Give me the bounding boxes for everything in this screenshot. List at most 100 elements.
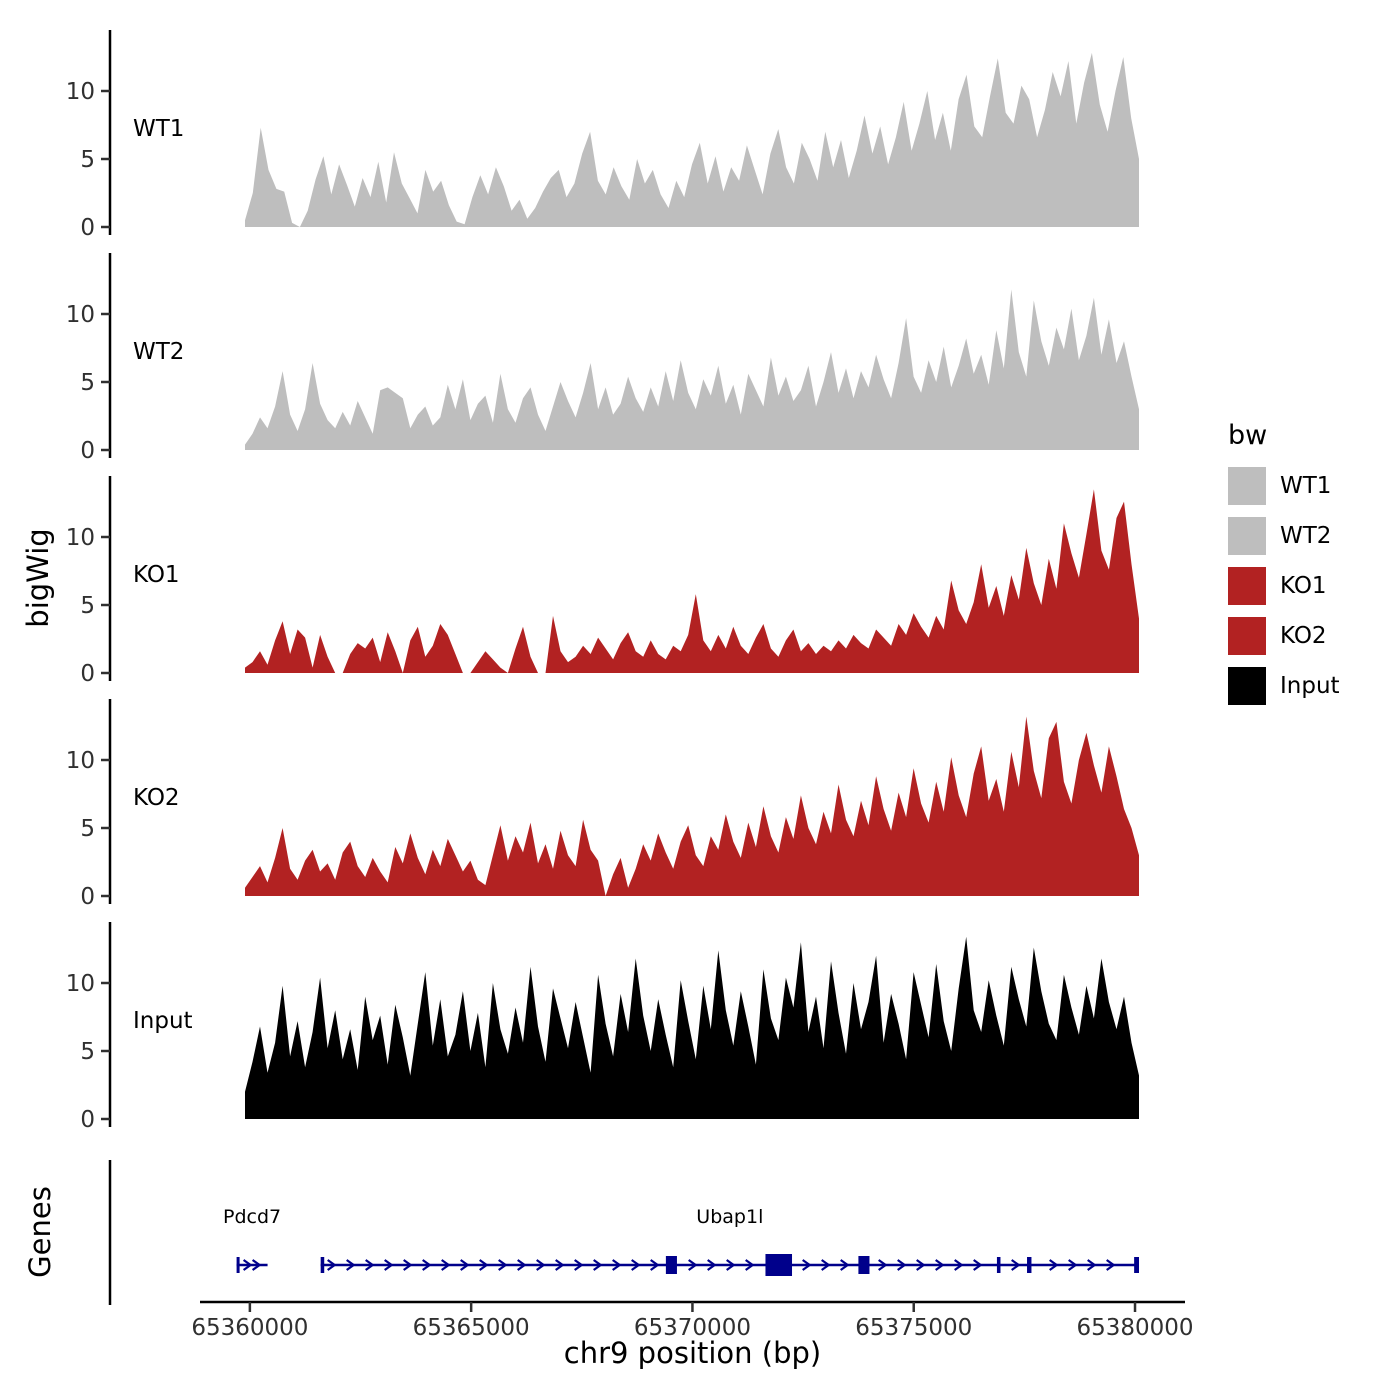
- gene-strand-arrow: [897, 1259, 907, 1271]
- gene-strand-arrow: [327, 1259, 337, 1271]
- legend-item-ko2: KO2: [1228, 617, 1340, 655]
- legend-swatch-ko1: [1228, 567, 1266, 605]
- gene-exon: [320, 1257, 325, 1273]
- gene-exon: [665, 1256, 677, 1274]
- facet-label-input: Input: [133, 1008, 193, 1034]
- gene-strand-arrow: [498, 1259, 508, 1271]
- legend-item-wt2: WT2: [1228, 517, 1340, 555]
- gene-strand-arrow: [688, 1259, 698, 1271]
- gene-exon: [1134, 1257, 1139, 1273]
- legend-item-input: Input: [1228, 667, 1340, 705]
- gene-strand-arrow: [574, 1259, 584, 1271]
- area-ko1: [245, 489, 1139, 673]
- gene-exon: [1027, 1257, 1032, 1273]
- area-wt2: [245, 289, 1139, 450]
- gene-strand-arrow: [251, 1259, 262, 1271]
- area-wt1: [245, 52, 1139, 228]
- area-input: [245, 936, 1139, 1119]
- gene-strand-arrow: [878, 1259, 888, 1271]
- y-tick-label: 0: [80, 884, 95, 910]
- legend-swatch-wt2: [1228, 517, 1266, 555]
- gene-strand-arrow: [1049, 1259, 1059, 1271]
- gene-strand-arrow: [422, 1259, 432, 1271]
- gene-strand-arrow: [821, 1259, 831, 1271]
- x-tick-label: 65370000: [634, 1315, 751, 1341]
- y-tick-label: 0: [80, 661, 95, 687]
- gene-label-ubap1l: Ubap1l: [696, 1206, 764, 1228]
- area-ko2: [245, 716, 1139, 896]
- gene-strand-arrow: [935, 1259, 945, 1271]
- gene-strand-arrow: [1068, 1259, 1078, 1271]
- gene-strand-arrow: [555, 1259, 565, 1271]
- y-tick-label: 10: [66, 79, 95, 105]
- y-tick-label: 0: [80, 215, 95, 241]
- x-tick-label: 65365000: [413, 1315, 530, 1341]
- facet-label-ko2: KO2: [133, 785, 180, 811]
- gene-strand-arrow: [365, 1259, 375, 1271]
- gene-strand-arrow: [916, 1259, 926, 1271]
- gene-strand-arrow: [726, 1259, 736, 1271]
- y-tick-label: 5: [80, 1039, 95, 1065]
- gene-strand-arrow: [441, 1259, 451, 1271]
- gene-strand-arrow: [460, 1259, 470, 1271]
- gene-strand-arrow: [403, 1259, 413, 1271]
- gene-strand-arrow: [384, 1259, 394, 1271]
- y-tick-label: 5: [80, 593, 95, 619]
- gene-strand-arrow: [517, 1259, 527, 1271]
- legend-label: KO1: [1280, 573, 1327, 599]
- gene-strand-arrow: [650, 1259, 660, 1271]
- legend-label: KO2: [1280, 623, 1327, 649]
- gene-strand-arrow: [242, 1259, 253, 1271]
- gene-strand-arrow: [840, 1259, 850, 1271]
- legend-item-wt1: WT1: [1228, 467, 1340, 505]
- legend-swatch-input: [1228, 667, 1266, 705]
- gene-strand-arrow: [612, 1259, 622, 1271]
- x-tick-label: 65380000: [1076, 1315, 1193, 1341]
- y-tick-label: 5: [80, 147, 95, 173]
- gene-strand-arrow: [973, 1259, 983, 1271]
- gene-strand-arrow: [593, 1259, 603, 1271]
- y-axis-title: bigWig: [21, 528, 55, 628]
- y-tick-label: 0: [80, 1107, 95, 1133]
- x-tick-label: 65360000: [191, 1315, 308, 1341]
- gene-strand-arrow: [479, 1259, 489, 1271]
- y-tick-label: 5: [80, 816, 95, 842]
- facet-label-wt1: WT1: [133, 116, 185, 142]
- legend-label: Input: [1280, 673, 1340, 699]
- gene-label-pdcd7: Pdcd7: [223, 1206, 282, 1228]
- gene-exon: [236, 1257, 240, 1273]
- y-tick-label: 0: [80, 438, 95, 464]
- y-tick-label: 10: [66, 971, 95, 997]
- legend-label: WT1: [1280, 473, 1332, 499]
- legend-swatch-ko2: [1228, 617, 1266, 655]
- legend-title: bw: [1228, 420, 1268, 451]
- gene-strand-arrow: [1106, 1259, 1116, 1271]
- gene-strand-arrow: [802, 1259, 812, 1271]
- y-tick-label: 10: [66, 525, 95, 551]
- legend-item-ko1: KO1: [1228, 567, 1340, 605]
- genes-axis-title: Genes: [23, 1186, 57, 1278]
- gene-strand-arrow: [1087, 1259, 1097, 1271]
- y-tick-label: 10: [66, 302, 95, 328]
- legend: bw WT1 WT2 KO1 KO2 Input: [1228, 420, 1340, 717]
- x-tick-label: 65375000: [855, 1315, 972, 1341]
- facet-label-wt2: WT2: [133, 339, 185, 365]
- gene-strand-arrow: [536, 1259, 546, 1271]
- gene-strand-arrow: [1011, 1259, 1021, 1271]
- x-axis-title: chr9 position (bp): [563, 1336, 822, 1370]
- gene-strand-arrow: [707, 1259, 717, 1271]
- gene-strand-arrow: [745, 1259, 755, 1271]
- legend-swatch-wt1: [1228, 467, 1266, 505]
- gene-strand-arrow: [954, 1259, 964, 1271]
- y-tick-label: 10: [66, 748, 95, 774]
- gene-exon: [996, 1257, 1001, 1273]
- gene-exon: [765, 1254, 793, 1276]
- facet-label-ko1: KO1: [133, 562, 180, 588]
- y-tick-label: 5: [80, 370, 95, 396]
- gene-strand-arrow: [631, 1259, 641, 1271]
- legend-label: WT2: [1280, 523, 1332, 549]
- gene-exon: [858, 1256, 870, 1274]
- gene-strand-arrow: [346, 1259, 356, 1271]
